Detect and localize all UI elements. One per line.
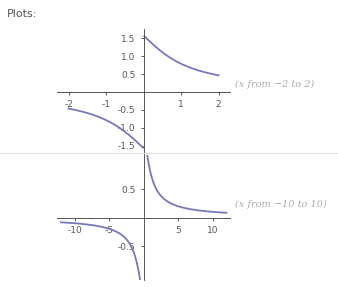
Text: (x from −10 to 10): (x from −10 to 10) [235, 200, 327, 209]
Text: Plots:: Plots: [7, 9, 37, 19]
Text: (x from −2 to 2): (x from −2 to 2) [235, 80, 314, 89]
